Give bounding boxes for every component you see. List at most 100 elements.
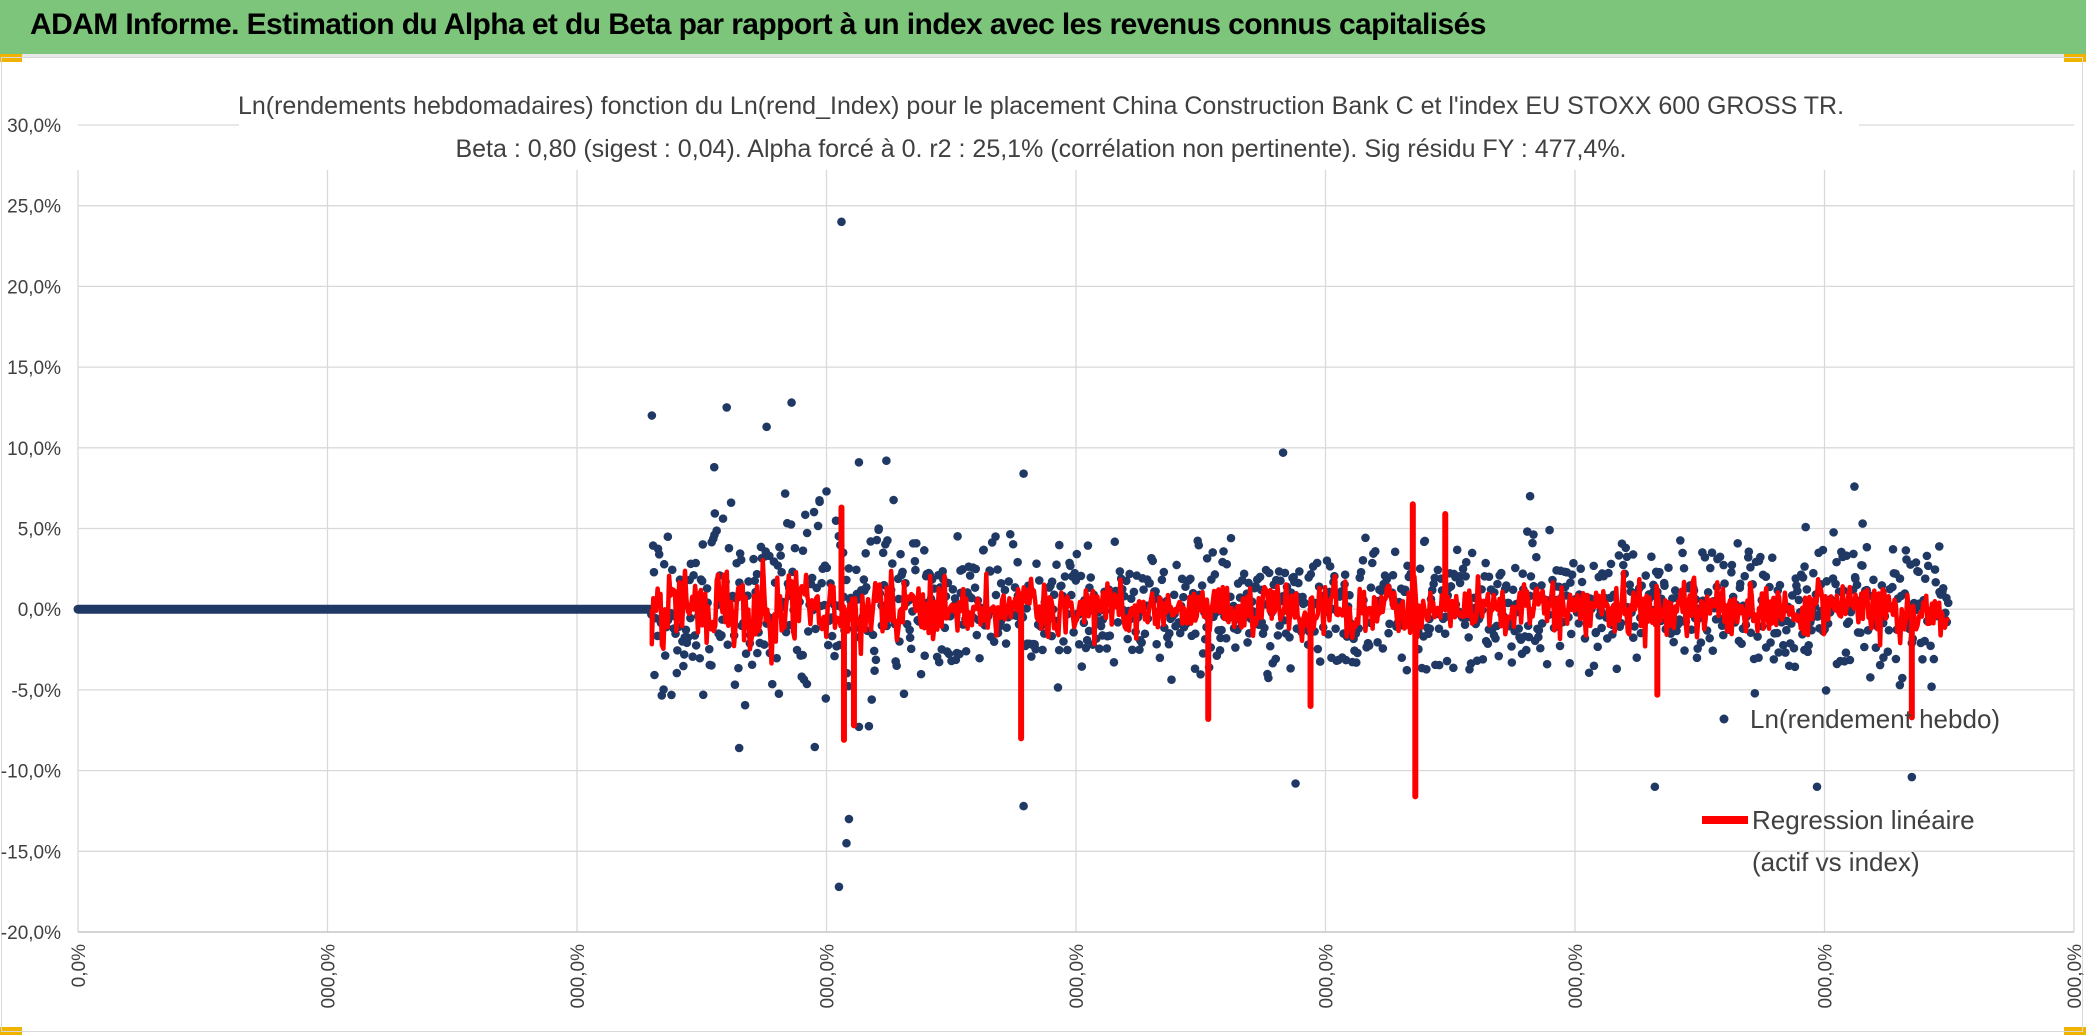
scatter-point [1169,590,1179,600]
scatter-point [1313,644,1323,654]
scatter-point [955,649,964,659]
scatter-point [834,882,844,892]
scatter-point [1083,541,1093,550]
scatter-point [660,651,670,660]
scatter-point [1574,619,1584,628]
scatter-point [1265,641,1275,651]
scatter-point [889,495,898,505]
scatter-point [1324,630,1333,639]
scatter-point [1938,583,1948,593]
scatter-point [1804,640,1813,650]
scatter-point [1708,646,1718,655]
scatter-point [1264,568,1274,578]
scatter-point [1676,536,1685,545]
scatter-point [1291,779,1300,788]
scatter-point [1312,558,1322,568]
scatter-point [1772,628,1782,638]
scatter-point [722,403,731,412]
scatter-point [1494,651,1504,661]
scatter-point [1371,546,1380,556]
scatter-point [1430,573,1440,583]
scatter-point [1222,559,1232,569]
scatter-point [1628,550,1638,559]
scatter-point [1735,579,1745,589]
scatter-point [1060,572,1070,581]
scatter-point [1004,577,1014,586]
scatter-point [1737,639,1746,649]
scatter-point [1537,619,1547,628]
scatter-point [1306,569,1316,579]
scatter-point [1703,587,1713,597]
scatter-point [1705,563,1715,573]
x-tick-label: 0,0% [69,944,90,987]
scatter-point [1901,546,1911,555]
scatter-point [1425,624,1435,633]
scatter-point [672,668,682,678]
scatter-point [1481,558,1490,568]
scatter-point [1862,542,1872,552]
scatter-point [1621,543,1631,553]
scatter-point [1157,575,1167,585]
scatter-point [1096,621,1106,631]
scatter-point [971,564,981,574]
scatter-point [1126,594,1136,603]
scatter-point [1148,556,1158,566]
scatter-point [1077,662,1087,671]
x-axis-ticks: 0,0% 000,0% 000,0% 000,0% 000,0% 000,0% 000,0%… [69,944,2086,1009]
scatter-point [1897,673,1907,683]
y-axis-ticks: 30,0% 25,0% 20,0% 15,0% 10,0% 5,0% 0,0% -5,0% -1… [1,116,61,944]
scatter-point [750,576,760,586]
scatter-point [1794,595,1804,605]
scatter-point [1769,655,1779,664]
scatter-point [1514,624,1524,633]
scatter-point [1159,567,1169,577]
scatter-point [1660,581,1669,590]
scatter-point [1221,634,1231,643]
scatter-point [1943,598,1953,608]
scatter-point [1793,586,1802,596]
scatter-point [730,680,740,689]
scatter-point [1315,657,1325,666]
scatter-point [704,644,714,654]
scatter-point [1790,662,1800,672]
scatter-point [1358,556,1368,565]
scatter-point [1692,653,1702,663]
scatter-point [1361,533,1370,543]
scatter-point [883,536,892,545]
scatter-point [905,633,915,643]
corner-marker-top-right [2064,54,2086,62]
scatter-point [686,613,695,623]
scatter-point [1914,567,1923,577]
scatter-point [1680,646,1689,655]
scatter-point [1095,644,1104,653]
scatter-point [1113,618,1123,627]
regression-line [649,557,1951,666]
scatter-point [1535,643,1545,653]
scatter-point [1226,533,1236,543]
scatter-point [1382,574,1392,584]
scatter-point [1501,581,1511,590]
scatter-point [1589,661,1599,671]
scatter-point [961,646,971,656]
scatter-point [1197,581,1207,590]
scatter-point [1534,632,1543,642]
y-tick-label: 15,0% [7,358,61,379]
scatter-point [667,565,677,575]
scatter-point [1081,643,1091,653]
scatter-point [1038,645,1047,655]
scatter-point [1378,644,1388,653]
scatter-point [1072,549,1082,559]
scatter-point [1669,637,1678,647]
scatter-point [1895,680,1905,690]
scatter-point [654,549,664,559]
scatter-point [1255,572,1265,582]
scatter-point [1528,538,1537,548]
scatter-point [972,630,982,640]
scatter-point [1798,573,1808,582]
scatter-point [723,640,733,649]
scatter-point [702,584,712,593]
scatter-point [1059,637,1068,646]
scatter-point [1518,569,1528,579]
scatter-point [888,559,897,568]
scatter-point [1641,571,1651,580]
